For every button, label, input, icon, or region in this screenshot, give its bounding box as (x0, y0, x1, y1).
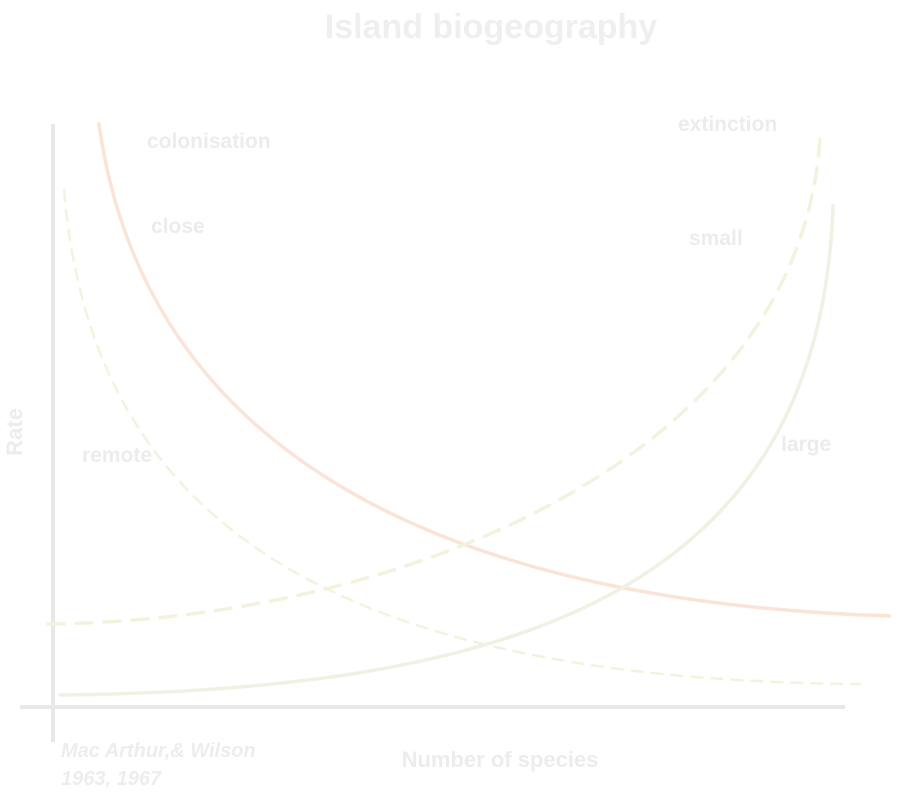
x-axis-title: Number of species (402, 747, 599, 772)
diagram-title: Island biogeography (325, 8, 658, 46)
extinction-large-curve (58, 204, 835, 697)
citation-authors: Mac Arthur,& Wilson (61, 740, 256, 762)
citation-years: 1963, 1967 (61, 768, 162, 790)
extinction-label: extinction (678, 113, 777, 136)
colonisation-label: colonisation (147, 130, 271, 153)
close-label: close (151, 215, 205, 238)
remote-label: remote (82, 444, 152, 467)
large-label: large (781, 433, 831, 456)
extinction-small-curve (46, 136, 822, 626)
colonisation-remote-curve (62, 188, 862, 686)
colonisation-close-curve (97, 122, 892, 618)
small-label: small (689, 227, 743, 250)
y-axis-title: Rate (2, 408, 27, 456)
